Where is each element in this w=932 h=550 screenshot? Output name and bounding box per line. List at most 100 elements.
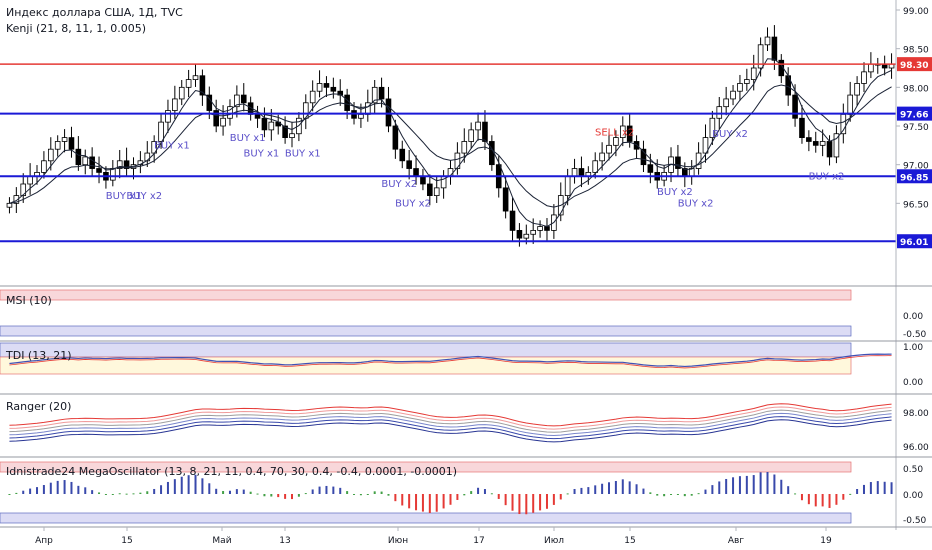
- mega-histogram-bar: [856, 489, 859, 494]
- tdi-label: TDI (13, 21): [6, 349, 72, 362]
- mega-histogram-bar: [800, 494, 803, 501]
- x-tick-label: Авг: [728, 536, 744, 546]
- chart-title: Индекс доллара США, 1Д, TVC: [6, 6, 183, 19]
- candle-up: [723, 98, 729, 108]
- candle-down: [399, 148, 406, 162]
- mega-histogram-bar: [718, 481, 721, 494]
- candle-up: [819, 141, 826, 146]
- signal-label: BUY x1: [244, 148, 280, 159]
- candle-down: [89, 156, 95, 169]
- candle-down: [206, 94, 213, 111]
- mega-histogram-bar: [8, 494, 11, 495]
- candle-down: [75, 148, 82, 166]
- candle-down: [771, 36, 778, 61]
- candle-down: [330, 86, 337, 92]
- candle-down: [647, 164, 654, 173]
- mega-histogram-bar: [359, 494, 362, 496]
- mega-histogram-bar: [738, 476, 741, 494]
- msi-lower-band: [0, 325, 852, 337]
- candle-down: [640, 148, 647, 166]
- msi-pane[interactable]: [0, 289, 852, 337]
- mega-label: Idnistrade24 MegaOscillator (13, 8, 21, …: [6, 465, 458, 478]
- price-line-badge: [897, 234, 932, 249]
- mega-histogram-bar: [380, 491, 383, 494]
- candle-down: [502, 187, 509, 212]
- mega-histogram-bar: [821, 494, 824, 507]
- y-tick-label: 98.50: [903, 46, 929, 56]
- mega-histogram-bar: [153, 488, 156, 494]
- mega-histogram-bar: [525, 494, 528, 515]
- mega-histogram-bar: [346, 491, 349, 494]
- tdi-pane[interactable]: [0, 342, 892, 375]
- tdi-tick: 0.00: [903, 378, 923, 388]
- candle-up: [220, 117, 226, 127]
- mega-histogram-bar: [876, 481, 879, 494]
- mega-histogram-bar: [656, 494, 659, 496]
- candle-up: [6, 202, 13, 208]
- mega-oscillator-pane[interactable]: [0, 461, 893, 524]
- mega-histogram-bar: [683, 494, 686, 497]
- mega-histogram-bar: [22, 490, 25, 494]
- candle-up: [868, 63, 874, 73]
- candle-up: [316, 83, 323, 92]
- tdi-tick: 1.00: [903, 343, 923, 353]
- mega-histogram-bar: [194, 474, 197, 494]
- candle-up: [854, 83, 860, 96]
- price-line-label: 98.30: [900, 61, 928, 71]
- mega-histogram-bar: [518, 494, 521, 515]
- signal-label: BUY x2: [809, 171, 845, 182]
- price-line-badge: [897, 169, 932, 184]
- mega-histogram-bar: [862, 484, 865, 494]
- mega-histogram-bar: [456, 494, 459, 500]
- candle-up: [764, 36, 771, 46]
- mega-histogram-bar: [835, 494, 838, 505]
- mega-histogram-bar: [339, 487, 342, 494]
- mega-upper-band: [0, 461, 852, 473]
- candle-down: [323, 83, 330, 88]
- mega-histogram-bar: [311, 489, 314, 494]
- mega-tick: -0.50: [903, 516, 927, 526]
- mega-histogram-bar: [118, 493, 121, 495]
- mega-histogram-bar: [532, 494, 535, 513]
- mega-histogram-bar: [304, 493, 307, 495]
- candle-down: [261, 117, 268, 131]
- ranger-band-line: [9, 406, 892, 430]
- candle-down: [385, 98, 392, 127]
- ranger-pane[interactable]: [9, 403, 892, 443]
- mega-histogram-bar: [235, 489, 238, 494]
- candle-up: [165, 110, 171, 123]
- candle-up: [116, 160, 123, 169]
- candle-up: [20, 183, 27, 197]
- mega-histogram-bar: [415, 494, 418, 511]
- mega-histogram-bar: [752, 475, 755, 494]
- x-tick-label: 19: [820, 536, 832, 546]
- price-line-label: 97.66: [900, 111, 928, 121]
- mega-histogram-bar: [228, 490, 231, 494]
- mega-histogram-bar: [111, 494, 114, 495]
- mega-histogram-bar: [146, 491, 149, 494]
- y-tick-label: 99.00: [903, 7, 929, 17]
- mega-histogram-bar: [552, 494, 555, 505]
- ranger-band-line: [9, 412, 892, 436]
- mega-histogram-bar: [387, 494, 390, 496]
- x-tick-label: 15: [624, 536, 635, 546]
- signal-label: BUY x2: [657, 187, 693, 198]
- candle-up: [61, 137, 68, 142]
- mega-histogram-bar: [828, 494, 831, 508]
- candle-down: [213, 110, 219, 127]
- candle-up: [475, 121, 481, 131]
- candle-up: [702, 137, 709, 154]
- mega-histogram-bar: [104, 494, 107, 495]
- candle-up: [41, 160, 47, 173]
- mega-histogram-bar: [215, 488, 218, 494]
- ranger-tick: 96.00: [903, 443, 929, 453]
- ranger-tick: 98.00: [903, 409, 929, 419]
- ranger-band-line: [9, 403, 892, 427]
- mega-histogram-bar: [394, 494, 397, 502]
- candle-up: [47, 148, 54, 162]
- mega-histogram-bar: [77, 485, 80, 494]
- mega-histogram-bar: [787, 486, 790, 494]
- candle-up: [757, 44, 764, 69]
